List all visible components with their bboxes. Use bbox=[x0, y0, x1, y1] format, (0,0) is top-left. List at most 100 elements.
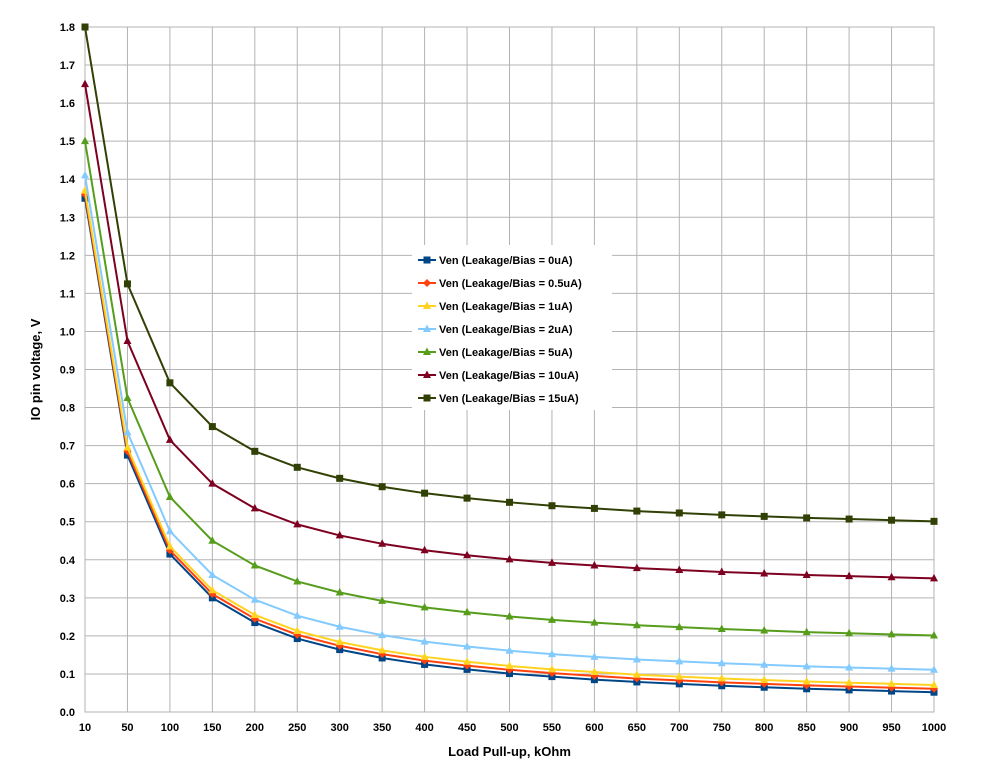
data-point bbox=[718, 511, 726, 519]
data-point bbox=[802, 661, 811, 670]
data-point bbox=[760, 626, 769, 634]
data-point bbox=[930, 680, 938, 688]
legend-item: Ven (Leakage/Bias = 15uA) bbox=[418, 393, 579, 405]
data-point bbox=[420, 545, 429, 554]
x-tick-label: 50 bbox=[121, 722, 133, 734]
data-point bbox=[547, 615, 556, 623]
data-point bbox=[633, 507, 641, 515]
data-point bbox=[717, 567, 726, 575]
y-tick-label: 0.8 bbox=[60, 403, 75, 415]
data-point bbox=[123, 427, 132, 436]
legend-label: Ven (Leakage/Bias = 0.5uA) bbox=[439, 278, 582, 290]
x-tick-label: 250 bbox=[288, 722, 306, 734]
legend: Ven (Leakage/Bias = 0uA) Ven (Leakage/Bia… bbox=[412, 245, 612, 410]
data-point bbox=[81, 79, 89, 88]
data-point bbox=[675, 622, 684, 631]
legend-marker bbox=[423, 279, 431, 287]
data-point bbox=[293, 463, 301, 471]
legend-marker bbox=[423, 301, 431, 309]
data-point bbox=[208, 536, 217, 544]
data-point bbox=[887, 664, 896, 672]
data-point bbox=[930, 631, 938, 639]
y-axis-title: IO pin voltage, V bbox=[28, 318, 43, 420]
data-point bbox=[590, 504, 598, 512]
x-tick-label: 100 bbox=[161, 722, 179, 734]
data-point bbox=[930, 573, 938, 582]
legend-marker bbox=[423, 256, 431, 264]
x-tick-label: 10 bbox=[79, 722, 91, 734]
data-point bbox=[803, 514, 811, 522]
data-point bbox=[420, 602, 429, 611]
data-point bbox=[802, 570, 811, 578]
x-tick-label: 600 bbox=[585, 722, 603, 734]
data-point bbox=[335, 588, 344, 596]
legend-label: Ven (Leakage/Bias = 1uA) bbox=[439, 301, 573, 313]
y-tick-label: 0.2 bbox=[60, 631, 75, 643]
data-point bbox=[845, 628, 854, 637]
data-point bbox=[420, 637, 429, 645]
y-tick-label: 1.6 bbox=[60, 98, 75, 110]
y-tick-label: 0.9 bbox=[60, 365, 75, 377]
x-tick-label: 550 bbox=[543, 722, 561, 734]
data-point bbox=[887, 572, 896, 581]
data-point bbox=[888, 516, 896, 524]
data-point bbox=[845, 662, 854, 671]
y-tick-label: 0.1 bbox=[60, 669, 75, 681]
x-tick-label: 900 bbox=[840, 722, 858, 734]
legend-item: Ven (Leakage/Bias = 10uA) bbox=[418, 370, 579, 382]
legend-item: Ven (Leakage/Bias = 0uA) bbox=[418, 255, 573, 267]
data-point bbox=[420, 652, 429, 660]
data-point bbox=[378, 596, 387, 604]
x-tick-label: 700 bbox=[670, 722, 688, 734]
data-point bbox=[166, 379, 174, 387]
x-tick-label: 850 bbox=[797, 722, 815, 734]
data-point bbox=[675, 509, 683, 517]
series-3 bbox=[81, 170, 938, 673]
x-tick-label: 350 bbox=[373, 722, 391, 734]
data-point bbox=[208, 479, 217, 487]
x-tick-label: 400 bbox=[415, 722, 433, 734]
y-tick-label: 0.4 bbox=[60, 555, 76, 567]
data-point bbox=[165, 492, 174, 500]
data-point bbox=[421, 489, 429, 497]
legend-item: Ven (Leakage/Bias = 1uA) bbox=[418, 301, 573, 313]
data-point bbox=[165, 526, 174, 535]
series-layer bbox=[81, 23, 938, 696]
x-tick-label: 150 bbox=[203, 722, 221, 734]
data-point bbox=[930, 665, 938, 673]
data-point bbox=[590, 560, 599, 569]
data-point bbox=[887, 679, 896, 687]
data-point bbox=[930, 517, 938, 525]
data-point bbox=[675, 565, 684, 574]
data-point bbox=[293, 519, 302, 528]
data-point bbox=[251, 447, 259, 455]
data-point bbox=[887, 629, 896, 638]
data-point bbox=[845, 571, 854, 580]
data-point bbox=[250, 560, 259, 569]
legend-marker bbox=[423, 324, 431, 332]
legend-label: Ven (Leakage/Bias = 0uA) bbox=[439, 255, 573, 267]
data-point bbox=[505, 611, 514, 620]
data-point bbox=[250, 610, 259, 618]
data-point bbox=[81, 136, 89, 145]
x-tick-label: 750 bbox=[713, 722, 731, 734]
y-tick-label: 1.7 bbox=[60, 60, 75, 72]
y-tick-label: 1.5 bbox=[60, 136, 75, 148]
data-point bbox=[123, 393, 132, 402]
data-point bbox=[760, 660, 769, 668]
data-point bbox=[632, 654, 641, 663]
x-tick-label: 800 bbox=[755, 722, 773, 734]
legend-marker bbox=[423, 370, 431, 378]
data-point bbox=[845, 678, 854, 686]
data-point bbox=[632, 563, 641, 572]
y-tick-label: 1.2 bbox=[60, 250, 75, 262]
legend-label: Ven (Leakage/Bias = 15uA) bbox=[439, 393, 579, 405]
data-point bbox=[208, 423, 216, 431]
data-point bbox=[378, 483, 386, 491]
data-point bbox=[717, 658, 726, 667]
y-tick-label: 1.4 bbox=[60, 174, 76, 186]
data-point bbox=[336, 474, 344, 482]
y-tick-label: 1.8 bbox=[60, 22, 75, 34]
data-point bbox=[845, 515, 853, 523]
